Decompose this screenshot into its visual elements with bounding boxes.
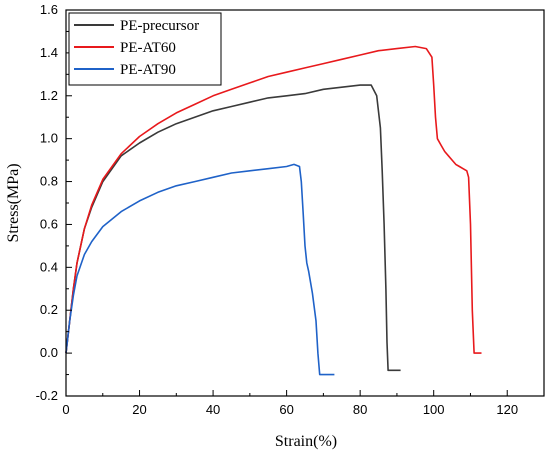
x-axis: 0 20 40 60 80 100 120 xyxy=(62,390,518,417)
x-tick-label: 100 xyxy=(423,402,445,417)
legend-label: PE-AT60 xyxy=(120,40,176,56)
x-tick-label: 20 xyxy=(132,402,146,417)
legend-label: PE-precursor xyxy=(120,18,199,34)
y-tick-label: 1.4 xyxy=(40,45,58,60)
x-axis-title: Strain(%) xyxy=(275,433,337,450)
x-tick-label: 0 xyxy=(62,402,69,417)
series-line-pe-at60 xyxy=(65,45,482,354)
x-tick-label: 60 xyxy=(279,402,293,417)
y-tick-label: 0.4 xyxy=(40,259,58,274)
x-tick-label: 40 xyxy=(206,402,220,417)
y-tick-label: 1.6 xyxy=(40,2,58,17)
y-tick-label: 0.2 xyxy=(40,302,58,317)
x-tick-label: 120 xyxy=(496,402,518,417)
y-tick-label: 0.8 xyxy=(40,174,58,189)
series-line-pe-precursor xyxy=(65,84,401,372)
y-tick-label: 0.0 xyxy=(40,345,58,360)
y-tick-label: 1.2 xyxy=(40,88,58,103)
x-tick-label: 80 xyxy=(353,402,367,417)
y-axis: -0.2 0.0 0.2 0.4 0.6 0.8 1.0 1.2 1.4 1.6 xyxy=(36,2,72,403)
legend-label: PE-AT90 xyxy=(120,62,176,78)
y-tick-label: 1.0 xyxy=(40,131,58,146)
plot-lines xyxy=(65,45,482,376)
legend: PE-precursor PE-AT60 PE-AT90 xyxy=(68,12,222,86)
y-axis-title: Stress(MPa) xyxy=(5,163,22,242)
y-tick-label: 0.6 xyxy=(40,216,58,231)
y-tick-label: -0.2 xyxy=(36,388,58,403)
series-line-pe-at90 xyxy=(65,163,335,376)
